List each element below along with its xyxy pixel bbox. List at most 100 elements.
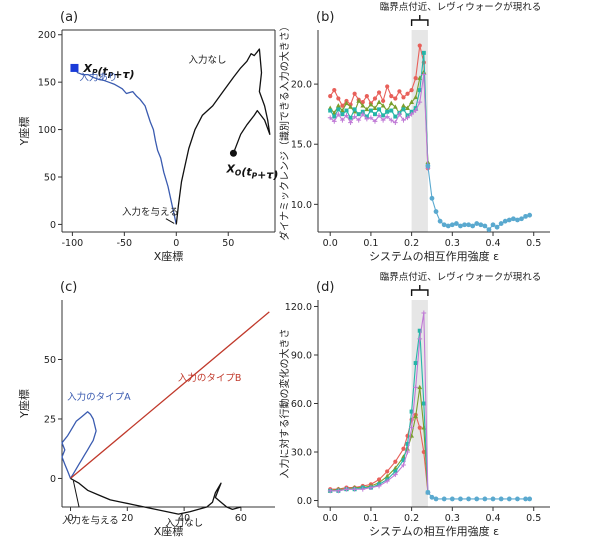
data-point xyxy=(413,108,419,113)
label-text: +τ) xyxy=(257,168,278,181)
data-point xyxy=(335,111,341,117)
data-point xyxy=(392,472,398,478)
panel-label: (b) xyxy=(316,10,334,25)
data-point xyxy=(409,109,414,114)
y-tick-label: 20.0 xyxy=(291,80,312,91)
data-point xyxy=(393,469,398,474)
data-point xyxy=(490,496,496,502)
data-point xyxy=(527,212,533,218)
series-line-2 xyxy=(175,48,271,225)
y-tick-label: 60.0 xyxy=(291,399,312,410)
series-line-2 xyxy=(330,386,429,493)
data-point xyxy=(364,116,370,122)
data-point xyxy=(368,115,374,121)
data-point xyxy=(380,117,386,123)
x-tick-label: 50 xyxy=(222,238,234,249)
x-axis-label: システムの相互作用強度 ε xyxy=(369,249,499,263)
data-point xyxy=(352,114,358,119)
y-axis-label: Y座標 xyxy=(17,117,31,147)
data-point xyxy=(389,94,394,99)
panel-3: (c) 0 20 40 60 0 25 50 X座標 Y座標 入力のタイプA 入力のタイプB 入力なし 入… xyxy=(17,280,275,538)
data-point xyxy=(421,50,426,55)
data-point xyxy=(515,496,520,502)
data-point xyxy=(515,217,520,223)
data-point xyxy=(466,496,471,502)
label-text: X xyxy=(225,162,235,175)
annotation-arrow xyxy=(72,480,80,508)
data-point xyxy=(340,112,345,117)
data-point xyxy=(360,103,366,108)
label-subscript: P xyxy=(92,68,98,77)
x-tick-label: 0.4 xyxy=(485,238,500,249)
x-tick-label: 0.3 xyxy=(445,513,460,524)
annotation-no-input: 入力なし xyxy=(188,54,226,66)
data-point xyxy=(344,108,349,113)
data-point xyxy=(417,99,423,105)
data-point xyxy=(348,115,353,120)
data-point xyxy=(344,486,349,492)
x-tick-label: -50 xyxy=(117,238,133,249)
y-tick-label: 90.0 xyxy=(291,350,312,361)
data-point xyxy=(474,496,480,502)
data-point xyxy=(377,107,382,112)
data-point xyxy=(340,117,345,123)
x-tick-label: 0.0 xyxy=(323,513,338,524)
data-point xyxy=(405,105,410,110)
y-tick-label: 50 xyxy=(44,355,56,366)
data-point xyxy=(441,496,447,502)
data-point xyxy=(413,106,418,111)
data-point xyxy=(449,222,455,228)
data-point xyxy=(380,103,386,108)
data-point xyxy=(486,227,492,232)
data-point xyxy=(417,43,422,48)
data-point xyxy=(433,209,439,214)
x-tick-label: 40 xyxy=(178,513,190,524)
data-point xyxy=(360,111,366,117)
bracket-label: 臨界点付近、レヴィウォークが現れる xyxy=(380,1,542,13)
x-tick-label: 0.3 xyxy=(445,238,460,249)
series-line-2 xyxy=(70,311,270,479)
data-point xyxy=(392,120,398,125)
data-point xyxy=(429,195,435,201)
data-point xyxy=(327,115,333,121)
y-tick-label: 0.0 xyxy=(297,496,312,507)
data-point xyxy=(401,95,406,100)
data-point xyxy=(340,103,345,108)
x-tick-label: 0 xyxy=(67,513,73,524)
y-axis-label: 入力に対する行動の変化の大きさ xyxy=(278,329,291,479)
x-tick-label: 0.2 xyxy=(404,513,419,524)
data-point xyxy=(401,107,406,112)
data-point xyxy=(389,108,394,113)
data-point xyxy=(409,409,414,414)
data-point xyxy=(393,459,398,464)
data-point xyxy=(523,496,528,502)
data-point xyxy=(368,101,374,107)
data-point xyxy=(519,216,524,222)
data-point xyxy=(393,114,398,119)
critical-band xyxy=(411,30,428,232)
y-tick-label: 15.0 xyxy=(291,140,312,151)
data-point xyxy=(449,496,455,502)
data-point xyxy=(344,100,349,106)
data-point xyxy=(332,114,337,119)
annotation-with-input: 入力あり xyxy=(79,71,117,83)
panel-2: (b) 臨界点付近、レヴィウォークが現れる 0.0 0.1 0.2 0.3 0.4 0.5 10… xyxy=(278,1,550,263)
data-point xyxy=(482,496,488,502)
data-point xyxy=(401,117,406,123)
data-point xyxy=(421,401,426,406)
data-point xyxy=(372,105,378,110)
data-point xyxy=(352,486,358,492)
data-point xyxy=(385,469,390,474)
data-point xyxy=(453,221,459,226)
data-point xyxy=(474,221,480,226)
data-point xyxy=(384,114,390,119)
data-point xyxy=(397,89,402,94)
data-point xyxy=(376,112,382,118)
x-tick-label: 0.5 xyxy=(526,238,541,249)
series-line-1 xyxy=(330,414,429,493)
data-point xyxy=(376,90,382,95)
x-tick-label: 0.0 xyxy=(323,238,338,249)
label-subscript: P xyxy=(252,171,258,180)
data-point xyxy=(328,94,333,99)
data-point xyxy=(372,112,377,117)
